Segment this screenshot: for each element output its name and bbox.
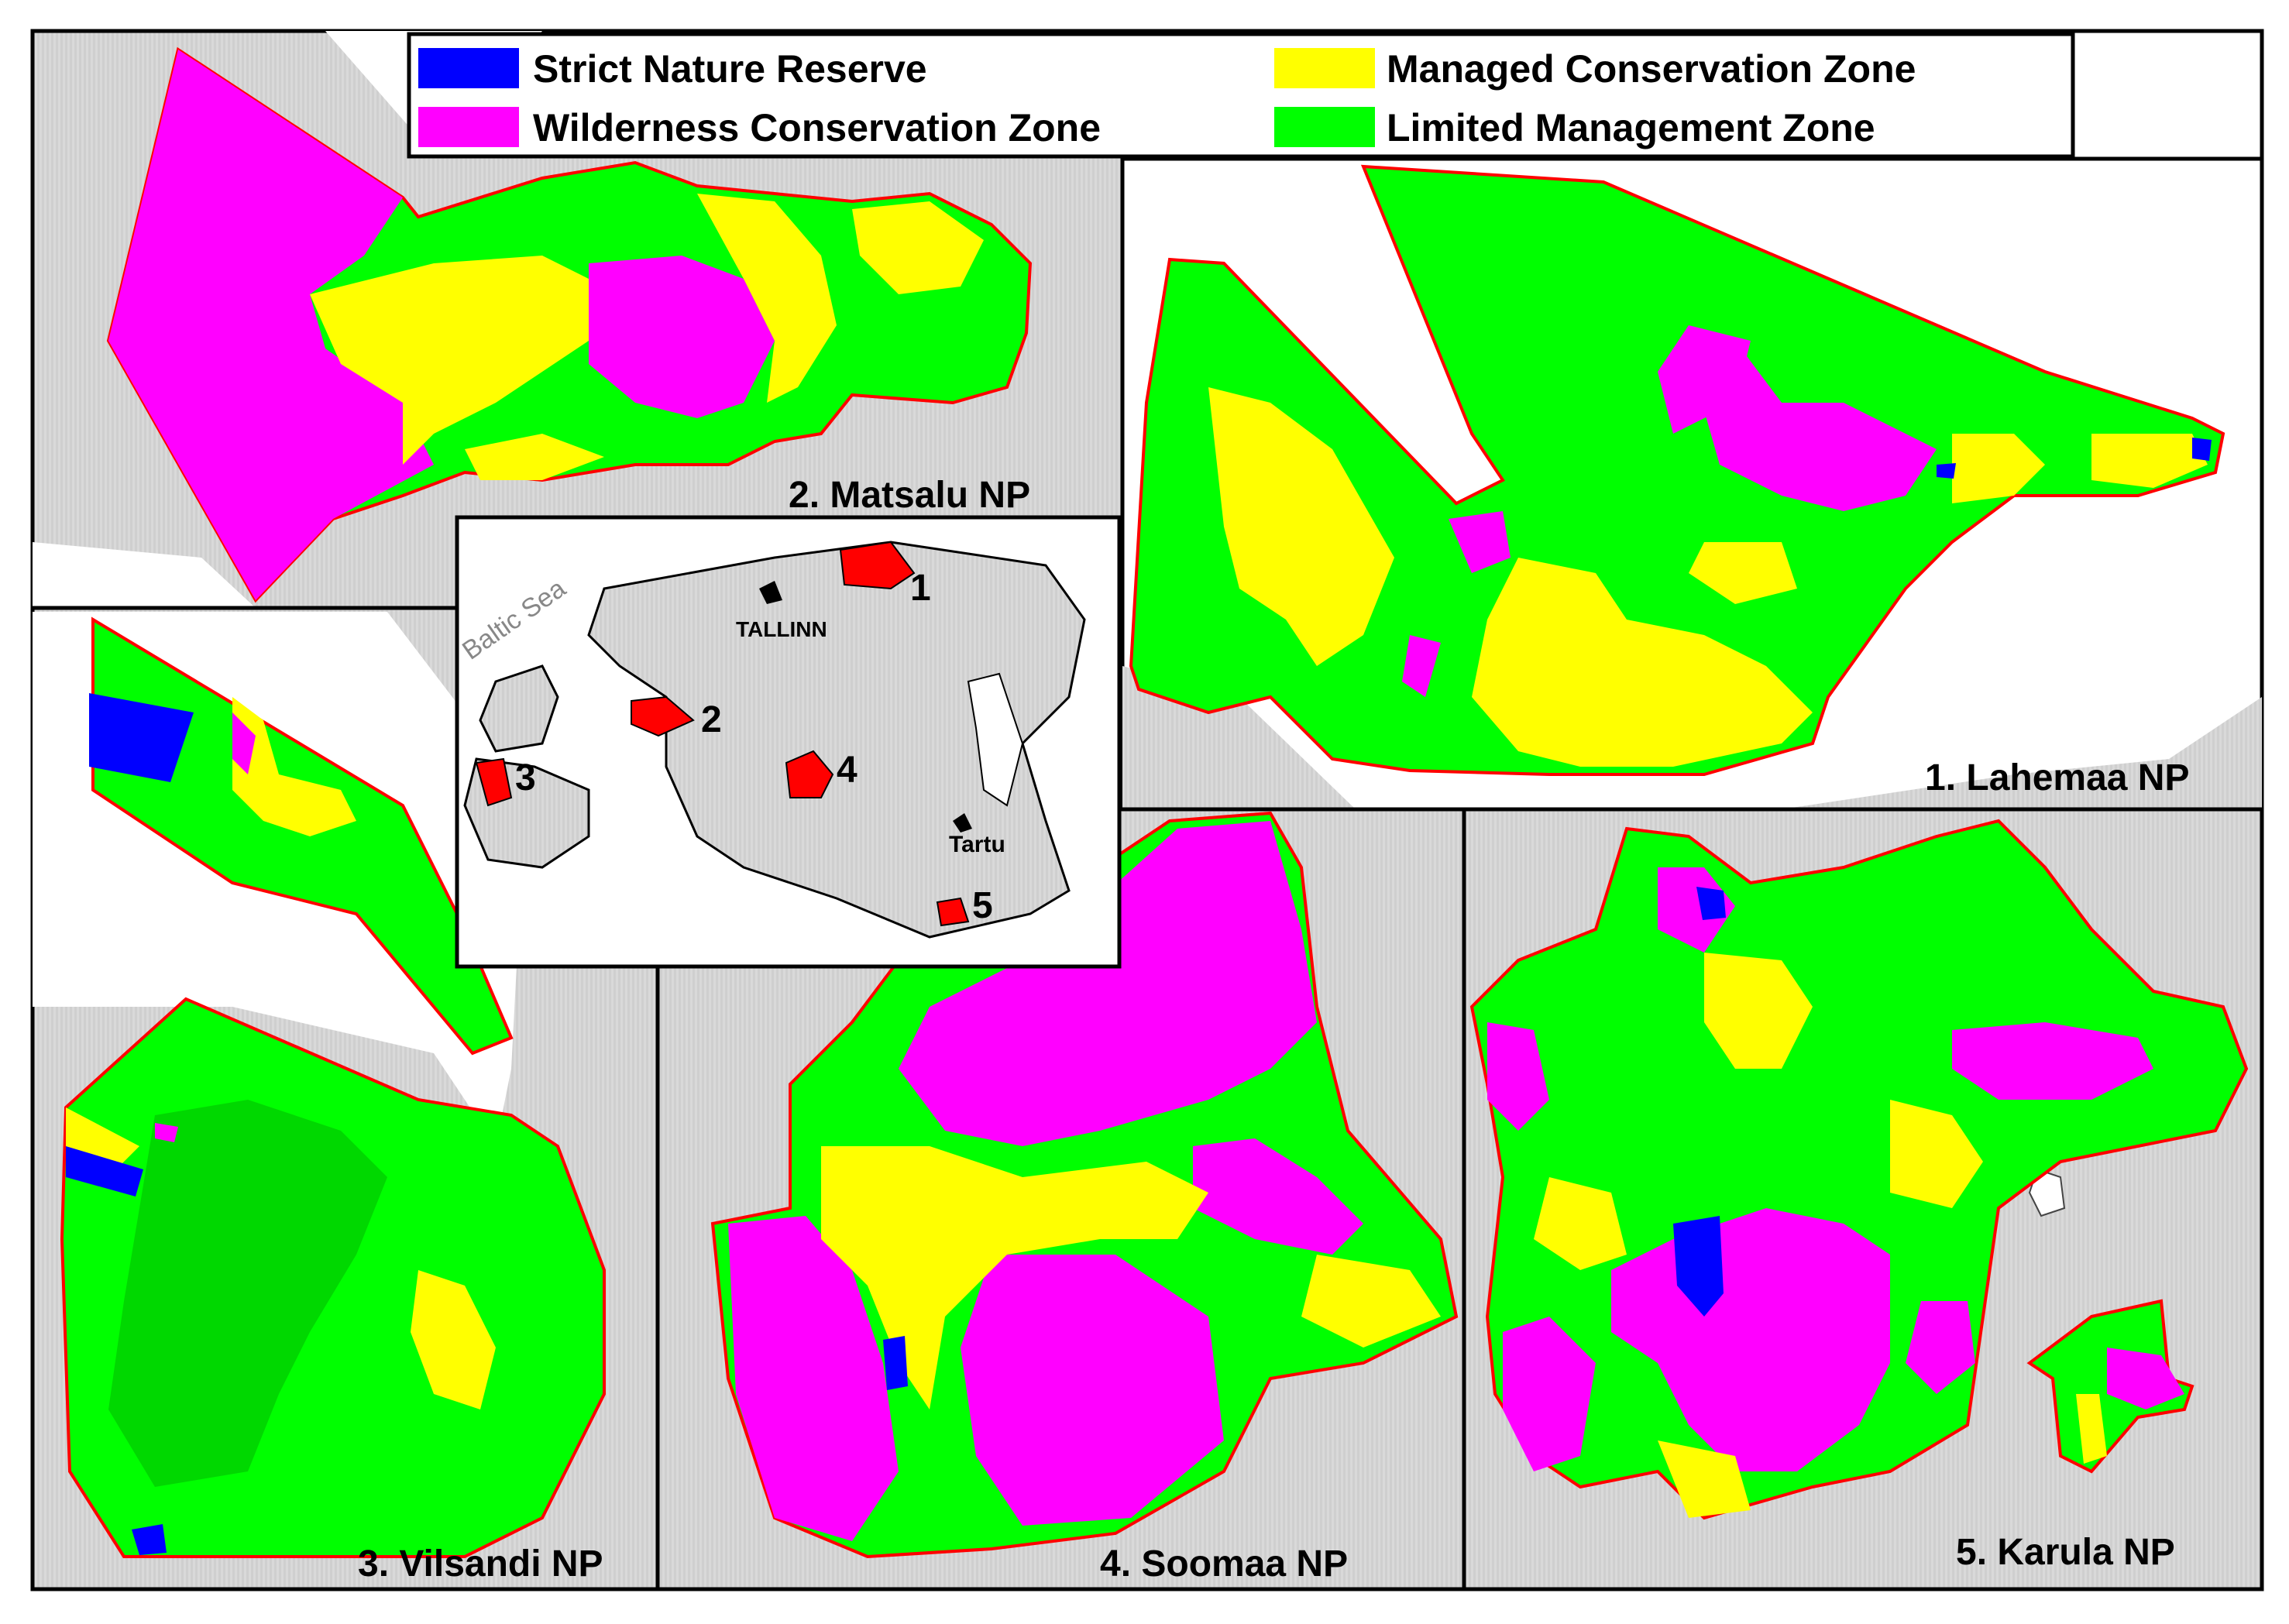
inset-number-2: 2 (701, 699, 722, 740)
soomaa-strict-reserve (883, 1336, 908, 1390)
lahemaa-wilderness-bay (1449, 511, 1511, 573)
karula-strict-reserve-center (1673, 1216, 1724, 1317)
inset-city-tallinn-marker (759, 581, 782, 604)
vilsandi-strict-reserve-west (66, 1146, 143, 1197)
karula-managed-exclave (2076, 1394, 2107, 1464)
soomaa-wilderness-north (899, 821, 1317, 1146)
matsalu-park (106, 46, 1033, 603)
legend: Strict Nature Reserve Wilderness Conserv… (407, 32, 2075, 159)
inset-marker-park-5 (936, 897, 970, 927)
soomaa-wilderness-south (961, 1255, 1224, 1526)
legend-label-strict: Strict Nature Reserve (533, 47, 927, 91)
legend-frame (407, 32, 2075, 159)
lahemaa-managed-center (1689, 542, 1797, 604)
karula-wilderness-north (1658, 867, 1735, 953)
matsalu-wilderness-east (589, 256, 775, 418)
inset-marker-park-3 (475, 757, 513, 807)
soomaa-managed-center (821, 1146, 1208, 1409)
legend-swatch-wilderness (418, 107, 519, 147)
lahemaa-managed-south (1472, 558, 1813, 767)
karula-strict-reserve-north (1696, 887, 1726, 920)
karula-park (1469, 819, 2249, 1520)
inset-island-hiiumaa (479, 664, 559, 753)
matsalu-managed-south (465, 434, 604, 480)
lahemaa-park (1129, 164, 2225, 776)
lahemaa-land-southeast (1782, 697, 2262, 809)
lahemaa-label: 1. Lahemaa NP (1925, 757, 2189, 798)
vilsandi-managed-south (411, 1270, 496, 1409)
matsalu-water (33, 542, 256, 608)
matsalu-wilderness-west (108, 50, 434, 600)
lahemaa-managed-east (1952, 434, 2045, 503)
karula-managed-north (1704, 953, 1813, 1069)
inset-number-3: 3 (515, 757, 536, 798)
karula-wilderness-east (1952, 1022, 2153, 1100)
lahemaa-wilderness-east (1689, 341, 1937, 511)
lahemaa-wilderness-north (1658, 325, 1751, 434)
vilsandi-label: 3. Vilsandi NP (358, 1543, 603, 1585)
karula-managed-west (1534, 1177, 1627, 1270)
vilsandi-strict-reserve-north (89, 693, 194, 782)
matsalu-managed-bay (310, 256, 589, 465)
lahemaa-managed-far-east (2091, 434, 2208, 488)
legend-label-wilderness: Wilderness Conservation Zone (533, 106, 1101, 149)
inset-number-4: 4 (837, 750, 858, 791)
karula-panel: 5. Karula NP (1462, 807, 2264, 1591)
karula-managed-center (1890, 1100, 1983, 1208)
vilsandi-islands-dark (108, 1100, 387, 1487)
inset-marker-park-4 (785, 750, 834, 798)
lahemaa-panel: 1. Lahemaa NP (1120, 156, 2264, 812)
inset-marker-park-2 (631, 695, 695, 737)
karula-wilderness-southeast (1906, 1301, 1975, 1394)
vilsandi-managed-north (232, 697, 356, 836)
karula-label: 5. Karula NP (1956, 1532, 2175, 1573)
inset-number-1: 1 (910, 568, 931, 609)
karula-lake (2028, 1168, 2066, 1217)
inset-marker-park-1 (839, 541, 916, 590)
karula-wilderness-west (1487, 1022, 1549, 1131)
vilsandi-wilderness-islet (155, 1123, 178, 1142)
soomaa-managed-east (1301, 1255, 1441, 1348)
lahemaa-strict-reserve-center (1937, 463, 1956, 479)
legend-label-managed: Managed Conservation Zone (1387, 47, 1916, 91)
karula-wilderness-southwest (1503, 1317, 1596, 1471)
vilsandi-strict-reserve-south (132, 1524, 167, 1555)
legend-swatch-strict (418, 48, 519, 88)
legend-label-limited: Limited Management Zone (1387, 106, 1875, 149)
soomaa-park (710, 811, 1459, 1559)
lahemaa-managed-west (1208, 387, 1394, 666)
soomaa-label: 4. Soomaa NP (1100, 1543, 1348, 1585)
matsalu-managed-northeast (852, 201, 984, 294)
inset-city-tartu-label: Tartu (949, 832, 1005, 857)
vilsandi-limited-north (91, 616, 514, 1056)
lahemaa-wilderness-south (1402, 635, 1441, 697)
matsalu-label: 2. Matsalu NP (789, 475, 1030, 516)
inset-number-5: 5 (972, 885, 993, 926)
inset-city-tartu-marker (953, 813, 972, 833)
lahemaa-strict-reserve-east (2192, 438, 2212, 461)
legend-swatch-limited (1274, 107, 1375, 147)
vilsandi-park (60, 616, 606, 1558)
soomaa-wilderness-southwest (728, 1216, 899, 1541)
soomaa-wilderness-east (1193, 1138, 1363, 1255)
estonia-inset-map: Baltic Sea 1 2 3 4 5 TALLINN Tartu (455, 515, 1122, 969)
inset-lake-peipus (967, 672, 1024, 807)
karula-managed-south (1658, 1440, 1751, 1518)
legend-swatch-managed (1274, 48, 1375, 88)
inset-city-tallinn-label: TALLINN (736, 617, 827, 641)
vilsandi-wilderness-north (232, 712, 256, 774)
matsalu-managed-east (697, 194, 837, 403)
karula-wilderness-exclave (2107, 1348, 2184, 1409)
lahemaa-limited-zone (1129, 164, 2225, 776)
